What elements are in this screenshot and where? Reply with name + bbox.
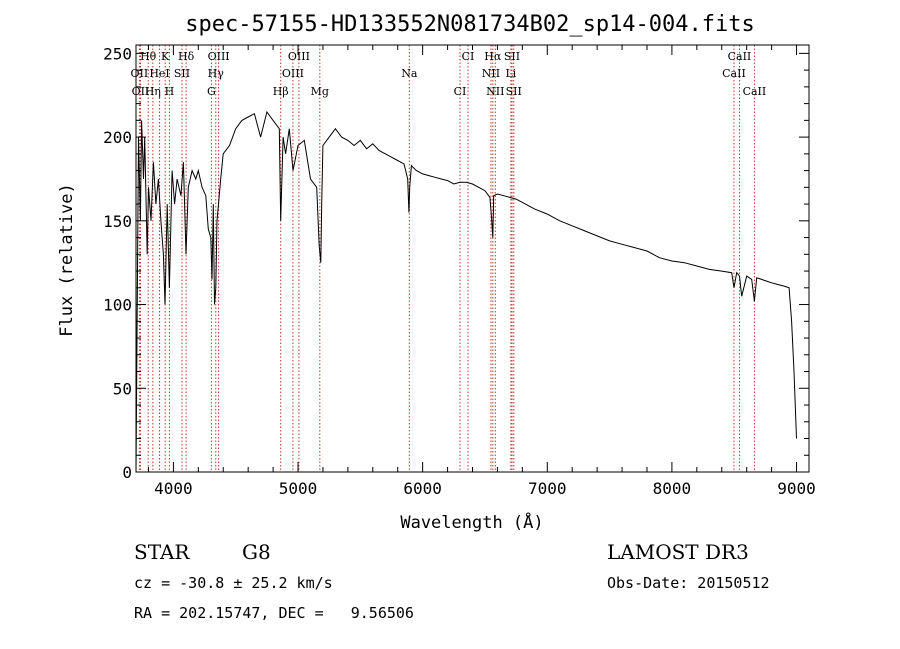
y-tick-label: 0 bbox=[122, 463, 132, 482]
object-class: STAR bbox=[134, 540, 190, 564]
y-tick-label: 100 bbox=[103, 296, 132, 315]
x-tick-label: 6000 bbox=[403, 479, 442, 498]
line-label: H bbox=[165, 85, 175, 98]
x-tick-label: 9000 bbox=[777, 479, 816, 498]
line-label: K bbox=[161, 50, 170, 63]
line-label: CaII bbox=[728, 50, 752, 63]
line-label: NII bbox=[482, 67, 500, 80]
plot-frame bbox=[135, 44, 810, 473]
x-tick-label: 8000 bbox=[653, 479, 692, 498]
y-tick-label: 50 bbox=[113, 379, 132, 398]
y-tick-label: 150 bbox=[103, 212, 132, 231]
line-label: CI bbox=[462, 50, 475, 63]
line-label: G bbox=[207, 85, 216, 98]
line-label: OIII bbox=[288, 50, 310, 63]
line-label: Li bbox=[505, 67, 516, 80]
spectral-type: G8 bbox=[242, 540, 271, 564]
line-label: Na bbox=[401, 67, 418, 80]
line-label: Hδ bbox=[178, 50, 195, 63]
line-label: Hη bbox=[145, 85, 161, 98]
spectrum-line bbox=[135, 110, 797, 473]
line-label: SII bbox=[174, 67, 190, 80]
line-label: OII bbox=[131, 67, 149, 80]
x-tick-label: 5000 bbox=[279, 479, 318, 498]
line-label: OIII bbox=[208, 50, 230, 63]
line-label: Hγ bbox=[208, 67, 225, 80]
line-label: Hα bbox=[484, 50, 502, 63]
observation-date: Obs-Date: 20150512 bbox=[607, 574, 770, 592]
line-label: SII bbox=[506, 85, 522, 98]
y-axis-label: Flux (relative) bbox=[57, 183, 77, 337]
line-label: Mg bbox=[311, 85, 329, 98]
line-label: OIII bbox=[282, 67, 304, 80]
line-label: Hθ bbox=[140, 50, 157, 63]
coordinates: RA = 202.15747, DEC = 9.56506 bbox=[134, 604, 414, 622]
survey-name: LAMOST DR3 bbox=[607, 540, 749, 564]
x-tick-label: 7000 bbox=[528, 479, 567, 498]
line-label: CaII bbox=[743, 85, 767, 98]
line-label: HeI bbox=[149, 67, 169, 80]
line-label: CaII bbox=[722, 67, 746, 80]
line-label: SII bbox=[504, 50, 520, 63]
x-tick-label: 4000 bbox=[154, 479, 193, 498]
y-tick-label: 250 bbox=[103, 44, 132, 63]
redshift-velocity: cz = -30.8 ± 25.2 km/s bbox=[134, 574, 333, 592]
line-label: CI bbox=[454, 85, 467, 98]
chart-title: spec-57155-HD133552N081734B02_sp14-004.f… bbox=[185, 12, 755, 37]
line-label: NII bbox=[486, 85, 504, 98]
x-axis: 4000 5000 6000 7000 8000 9000 bbox=[147, 45, 816, 498]
y-axis: 0 50 100 150 200 250 bbox=[103, 44, 809, 482]
line-label: Hβ bbox=[273, 85, 289, 98]
x-axis-label: Wavelength (Å) bbox=[400, 511, 543, 533]
y-tick-label: 200 bbox=[103, 128, 132, 147]
